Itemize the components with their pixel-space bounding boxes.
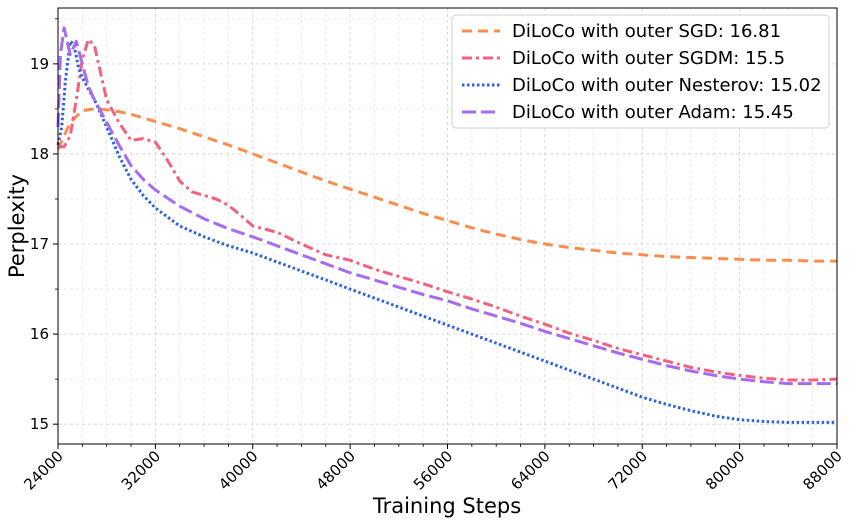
x-tick-label: 56000 [410,447,456,493]
y-tick-label: 15 [30,415,49,433]
y-tick-label: 16 [30,325,49,343]
x-tick-label: 88000 [799,447,845,493]
y-tick-label: 18 [30,145,49,163]
legend-entry: DiLoCo with outer SGD: 16.81 [512,21,781,42]
legend-entry: DiLoCo with outer SGDM: 15.5 [512,48,785,69]
x-axis-label: Training Steps [372,494,521,518]
x-tick-label: 72000 [605,447,651,493]
series-lines [56,26,838,424]
legend-box [451,14,830,129]
y-tick-label: 19 [30,55,49,73]
legend-entry: DiLoCo with outer Adam: 15.45 [512,102,794,123]
x-tick-label: 64000 [507,447,553,493]
x-tick-label: 48000 [312,447,358,493]
x-tick-label: 80000 [702,447,748,493]
legend-entry: DiLoCo with outer Nesterov: 15.02 [512,75,822,96]
series-line-3 [56,39,837,424]
y-tick-label: 17 [30,235,49,253]
series-line-4 [56,26,837,386]
y-axis-label: Perplexity [5,174,29,278]
series-line-1 [56,107,837,263]
legend: DiLoCo with outer SGD: 16.81 DiLoCo with … [451,14,830,129]
x-tick-label: 32000 [118,447,164,493]
x-tick-label: 40000 [215,447,261,493]
x-tick-label: 24000 [20,447,66,493]
